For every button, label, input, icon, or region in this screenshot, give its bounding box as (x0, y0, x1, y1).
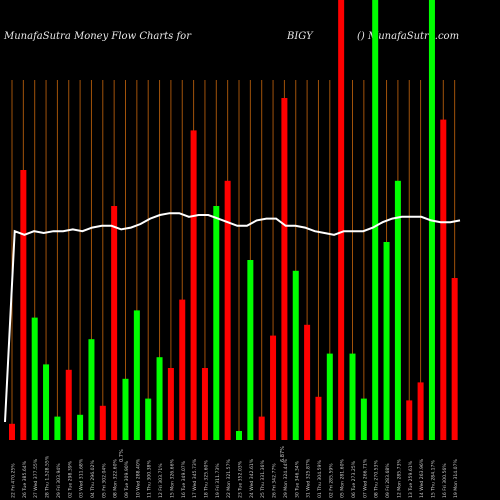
annotation-label: 0.7% (119, 449, 125, 462)
x-tick-label: 26 Fri 342.77% (272, 463, 278, 498)
flow-bar (111, 206, 118, 440)
x-tick-label: 18 Thu 325.60% (203, 460, 209, 498)
x-tick-label: 05 Fri 302.04% (101, 463, 107, 498)
flow-bar (77, 414, 84, 440)
flow-bar (179, 299, 186, 440)
x-tick-label: 23 Tue 352.03% (238, 460, 244, 498)
site-credit: () MunafaSutra.com (357, 31, 460, 42)
flow-bar (99, 405, 106, 440)
x-tick-label: 12 Mon 285.73% (396, 458, 402, 498)
flow-bar (258, 416, 265, 440)
money-flow-line (4, 212, 461, 423)
x-tick-label: 12 Fri 303.71% (158, 463, 164, 498)
x-tick-label: 04 Thu 296.02% (90, 460, 96, 498)
flow-bar (304, 324, 311, 440)
flow-bar (236, 431, 242, 440)
x-tick-label: 11 Thu 300.38% (147, 460, 153, 498)
flow-bar (281, 98, 288, 440)
flow-bar (360, 398, 367, 440)
x-tick-label: 19 Mon 314.07% (453, 458, 459, 498)
x-tick-label: 15 Thu 284.17% (430, 460, 436, 498)
flow-bar (417, 382, 424, 440)
flow-bar (349, 353, 356, 440)
flow-bar (31, 317, 38, 440)
flow-bar (65, 369, 72, 440)
chart-symbol: BIGY (287, 31, 313, 42)
x-tick-label: 13 Tue 259.61% (408, 460, 414, 498)
flow-bar (338, 0, 345, 440)
flow-bar (167, 368, 174, 440)
x-tick-label: 26 Tue 385.64% (22, 460, 28, 498)
x-tick-label: 16 Fri 300.56% (442, 463, 448, 498)
flow-bar (20, 170, 27, 440)
flow-bar (88, 339, 95, 440)
x-tick-label: 30 Tue 346.34% (294, 460, 300, 498)
flow-bar (213, 206, 220, 440)
x-tick-label: 02 Tue 298.39% (67, 460, 73, 498)
flow-bar (145, 398, 152, 440)
x-tick-label: 25 Thu 331.36% (260, 460, 266, 498)
flow-bar (406, 400, 413, 440)
annotation-label: 6.87% (280, 446, 286, 462)
x-tick-label: 08 Thu 270.53% (374, 460, 380, 498)
flow-bar (201, 368, 208, 440)
x-tick-label: 15 Mon 326.66% (169, 458, 175, 498)
flow-bar (133, 310, 140, 440)
x-tick-label: 22 Fri 470.25% (11, 463, 17, 498)
x-tick-label: 02 Fri 285.59% (328, 463, 334, 498)
flow-bar (326, 353, 333, 440)
flow-bar (247, 260, 254, 440)
x-tick-label: 17 Wed 345.73% (192, 458, 198, 498)
x-tick-label: 16 Tue 349.07% (181, 460, 187, 498)
flow-bar (270, 335, 277, 440)
flow-bar (54, 416, 61, 440)
x-tick-label: 22 Mon 321.57% (226, 458, 232, 498)
flow-bar (9, 423, 15, 440)
x-tick-label: 24 Wed 342.61% (249, 458, 255, 498)
flow-bar (43, 364, 50, 440)
x-tick-label: 14 Wed 263.96% (419, 458, 425, 498)
x-tick-label: 10 Wed 288.40% (135, 458, 141, 498)
flow-bar (190, 130, 197, 440)
x-tick-label: 08 Mon 322.60% (113, 458, 119, 498)
x-tick-label: 07 Wed 266.71% (362, 458, 368, 498)
x-tick-label: 06 Tue 273.25% (351, 460, 357, 498)
flow-bar (315, 396, 322, 440)
x-tick-label: 19 Fri 311.73% (215, 463, 221, 498)
x-tick-label: 05 Mon 281.60% (340, 458, 346, 498)
flow-bar (224, 180, 231, 441)
flow-bar (451, 278, 458, 440)
flow-bar (383, 242, 390, 440)
flow-bar (292, 270, 299, 440)
chart-title: MunafaSutra Money Flow Charts for (4, 31, 191, 42)
x-tick-label: 01 Thu 304.59% (317, 460, 323, 498)
x-tick-label: 09 Tue 309.90% (124, 460, 130, 498)
x-tick-label: 31 Wed 325.87% (306, 458, 312, 498)
flow-bar (122, 378, 129, 440)
x-tick-label: 29 Mon 324.44% (283, 458, 289, 498)
x-tick-label: 29 Fri 303.94% (56, 463, 62, 498)
x-tick-label: 27 Wed 377.55% (33, 458, 39, 498)
flow-bar (156, 357, 163, 440)
x-tick-label: 03 Wed 311.68% (79, 458, 85, 498)
flow-bar (372, 0, 379, 440)
flow-bar (394, 180, 401, 441)
x-tick-label: 28 Thu 1,528.55% (45, 455, 51, 498)
flow-bar (440, 119, 447, 440)
x-tick-label: 09 Fri 283.68% (385, 463, 391, 498)
